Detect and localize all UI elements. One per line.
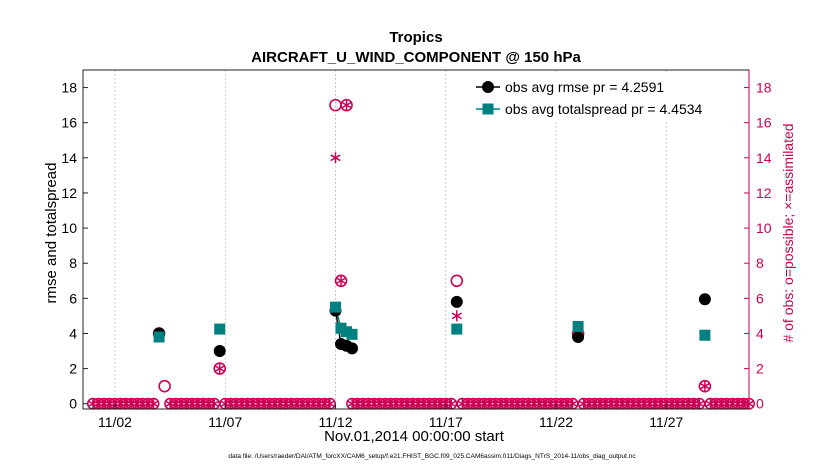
y-tick-label: 10 [61, 220, 77, 236]
y2-tick-label: 6 [756, 290, 764, 306]
spread-point [699, 329, 711, 341]
obs-zero-assimilated-marker [694, 398, 705, 409]
spread-point [335, 322, 347, 334]
legend-rmse-label: obs avg rmse pr = 4.2591 [505, 79, 664, 95]
y-tick-label: 14 [61, 150, 77, 166]
y-tick-label: 18 [61, 80, 77, 96]
y2-tick-label: 4 [756, 325, 764, 341]
obs-zero-assimilated-marker [567, 398, 578, 409]
y2-tick-label: 16 [756, 115, 772, 131]
obs-assimilated-marker [335, 275, 347, 287]
obs-zero-assimilated-marker [209, 398, 219, 409]
spread-point [214, 323, 226, 335]
axis-ticks: 11/02 11/07 11/12 11/17 11/22 11/27 0 2 4 6 8 10 12 1… [61, 70, 772, 430]
rmse-point [572, 330, 585, 343]
spread-point [572, 320, 584, 332]
spread-point [341, 326, 353, 338]
x-tick-label: 11/17 [429, 414, 463, 430]
y2-tick-label: 2 [756, 361, 764, 377]
x-tick-label: 11/27 [649, 414, 683, 430]
y2-tick-label: 0 [756, 396, 764, 412]
obs-zero-assimilated-marker [325, 398, 335, 409]
chart-subtitle: AIRCRAFT_U_WIND_COMPONENT @ 150 hPa [251, 49, 581, 66]
obs-zero-assimilated-marker [148, 398, 159, 409]
obs-assimilated-marker [330, 152, 341, 164]
rmse-point [698, 293, 711, 306]
y2-tick-label: 18 [756, 80, 772, 96]
legend-spread-marker [482, 103, 494, 115]
y2-tick-label: 14 [756, 150, 772, 166]
x-tick-label: 11/12 [319, 414, 353, 430]
obs-assimilated-marker [699, 380, 711, 392]
obs-zero-assimilated-marker [446, 398, 456, 409]
grid [114, 70, 667, 409]
y-tick-label: 6 [69, 290, 77, 306]
y-tick-label: 16 [61, 115, 77, 131]
obs-assimilated-marker [341, 99, 352, 111]
y2-axis-label: # of obs: o=possible; ×=assimilated [780, 123, 796, 342]
y2-tick-label: 8 [756, 255, 764, 271]
y-tick-label: 8 [69, 255, 77, 271]
y2-tick-label: 10 [756, 220, 772, 236]
rmse-point [450, 295, 463, 308]
rmse-point [213, 345, 226, 358]
y-tick-label: 12 [61, 185, 77, 201]
spread-point [346, 328, 358, 340]
legend: obs avg rmse pr = 4.2591 obs avg totalsp… [470, 74, 730, 120]
obs-assimilated-marker [214, 363, 225, 375]
y2-tick-label: 12 [756, 185, 772, 201]
spread-point [451, 323, 463, 335]
y-tick-label: 0 [69, 396, 77, 412]
spread-point [330, 301, 342, 313]
x-tick-label: 11/02 [98, 414, 132, 430]
chart-title: Tropics [389, 29, 442, 46]
x-tick-label: 11/07 [208, 414, 242, 430]
y-tick-label: 2 [69, 361, 77, 377]
obs-possible-marker [158, 379, 171, 393]
spread-point [153, 331, 165, 343]
obs-possible-marker [450, 274, 464, 288]
obs-assimilated-marker [451, 310, 462, 322]
plot-marks [86, 98, 755, 410]
legend-spread-label: obs avg totalspread pr = 4.4534 [505, 101, 703, 117]
y-axis-label: rmse and totalspread [43, 163, 60, 304]
rmse-point [346, 342, 359, 355]
legend-rmse-marker [482, 81, 494, 93]
legend-box [470, 74, 730, 120]
data-file-footer: data file: /Users/raeder/DAI/ATM_forcXX/… [228, 453, 636, 460]
y-tick-label: 4 [69, 325, 77, 341]
x-tick-label: 11/22 [539, 414, 573, 430]
x-axis-label: Nov.01,2014 00:00:00 start [324, 428, 505, 445]
